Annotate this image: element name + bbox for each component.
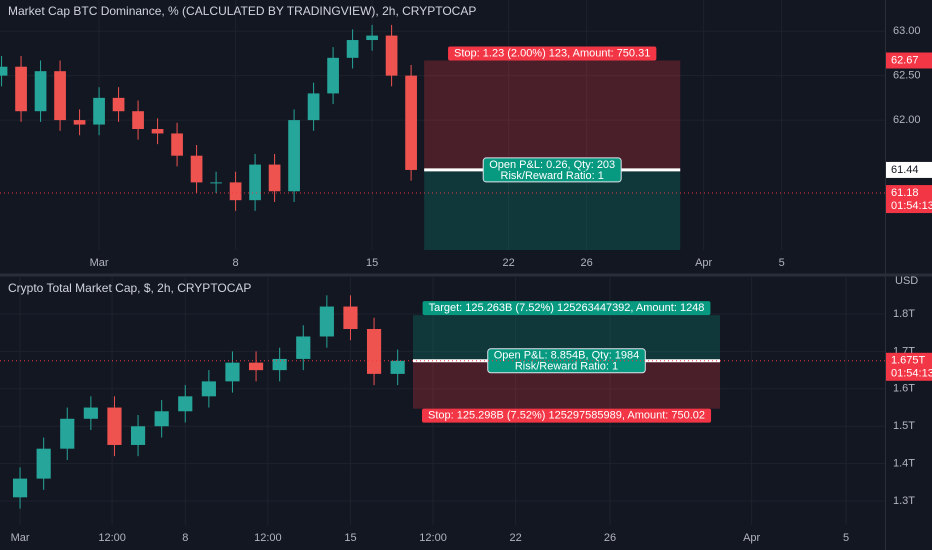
- pnl-box: [482, 157, 622, 183]
- profit-zone: [424, 169, 681, 250]
- y-tick-label: 1.5T: [893, 420, 915, 432]
- rr-label: Risk/Reward Ratio: 1: [501, 170, 604, 182]
- candle-body: [112, 97, 125, 112]
- candle-body: [272, 358, 287, 371]
- x-tick-label: Apr: [695, 257, 712, 269]
- candle-body: [130, 426, 146, 445]
- candle-body: [73, 120, 86, 125]
- price-tag: [886, 352, 932, 381]
- candle-body: [249, 164, 261, 201]
- candle-body: [346, 40, 359, 58]
- candle-body: [229, 182, 242, 201]
- price-tag-label: 61.18: [891, 187, 919, 199]
- candle-body: [201, 381, 216, 397]
- x-tick-label: 8: [182, 532, 188, 544]
- pnl-label: Open P&L: 8.854B, Qty: 1984: [494, 350, 640, 362]
- price-tag-label: 1.675T: [891, 355, 926, 367]
- pane-title: Crypto Total Market Cap, $, 2h, CRYPTOCA…: [8, 281, 251, 295]
- y-tick-label: 63.00: [893, 25, 921, 37]
- candle-body: [319, 306, 334, 337]
- candle-body: [296, 336, 311, 359]
- candle-body: [210, 182, 222, 184]
- x-tick-label: 12:00: [254, 532, 282, 544]
- y-tick-label: 1.4T: [893, 458, 915, 470]
- candle-body: [132, 111, 144, 130]
- candle-body: [288, 120, 300, 192]
- y-tick-label: 1.6T: [893, 383, 915, 395]
- candle-body: [171, 133, 183, 156]
- y-tick-label: 1.8T: [893, 308, 915, 320]
- candle-body: [151, 129, 164, 134]
- position-label: Stop: 1.23 (2.00%) 123, Amount: 750.31: [454, 47, 650, 59]
- candle-body: [154, 411, 169, 427]
- candle-body: [405, 75, 417, 170]
- price-tag-label: 62.67: [891, 54, 919, 66]
- x-tick-label: 26: [580, 257, 592, 269]
- x-tick-label: 8: [233, 257, 239, 269]
- price-tag: [886, 161, 932, 178]
- x-tick-label: 15: [366, 257, 378, 269]
- candle-body: [36, 448, 51, 479]
- position-label: Target: 125.263B (7.52%) 125263447392, A…: [429, 302, 705, 314]
- x-tick-label: 12:00: [419, 532, 447, 544]
- x-tick-label: 26: [604, 532, 616, 544]
- candle-body: [178, 396, 193, 412]
- y-tick-label: 62.00: [893, 114, 921, 126]
- y-tick-label: 1.3T: [893, 495, 915, 507]
- candle-body: [15, 66, 27, 112]
- candle-body: [225, 362, 240, 382]
- candle-body: [190, 155, 203, 183]
- x-tick-label: Mar: [90, 257, 109, 269]
- position-label-box: [421, 408, 712, 423]
- currency-label: USD: [895, 275, 918, 287]
- candle-body: [12, 478, 28, 498]
- candle-body: [343, 306, 358, 329]
- position-label: Stop: 125.298B (7.52%) 125297585989, Amo…: [428, 410, 705, 422]
- candle-body: [385, 35, 398, 76]
- x-tick-label: 22: [502, 257, 514, 269]
- x-tick-label: 12:00: [98, 532, 126, 544]
- candle-body: [60, 418, 75, 449]
- x-tick-label: Mar: [11, 532, 30, 544]
- candle-body: [268, 164, 281, 192]
- candle-body: [107, 407, 122, 445]
- countdown: 01:54:13: [891, 200, 932, 212]
- candle-body: [366, 328, 382, 374]
- pnl-box: [487, 348, 646, 374]
- x-tick-label: 15: [344, 532, 356, 544]
- rr-label: Risk/Reward Ratio: 1: [515, 361, 618, 373]
- candle-body: [327, 57, 339, 94]
- candle-body: [307, 93, 320, 121]
- candle-body: [34, 71, 47, 112]
- candle-body: [390, 360, 405, 374]
- price-tag-label: 61.44: [891, 164, 919, 176]
- position-label-box: [448, 46, 657, 61]
- candle-body: [0, 66, 8, 76]
- pane-title: Market Cap BTC Dominance, % (CALCULATED …: [8, 4, 476, 18]
- candle-body: [83, 407, 98, 419]
- position-label-box: [422, 301, 711, 316]
- price-tag: [886, 185, 932, 214]
- x-tick-label: 22: [510, 532, 522, 544]
- x-tick-label: 5: [779, 257, 785, 269]
- x-tick-label: 5: [843, 532, 849, 544]
- y-tick-label: 62.50: [893, 70, 921, 82]
- candle-body: [366, 35, 378, 41]
- loss-zone: [424, 60, 681, 170]
- price-tag: [886, 52, 932, 69]
- candle-body: [54, 71, 66, 121]
- x-tick-label: Apr: [743, 532, 760, 544]
- candle-body: [248, 362, 264, 371]
- countdown: 01:54:13: [891, 368, 932, 380]
- pnl-label: Open P&L: 0.26, Qty: 203: [489, 159, 615, 171]
- candle-body: [93, 97, 105, 125]
